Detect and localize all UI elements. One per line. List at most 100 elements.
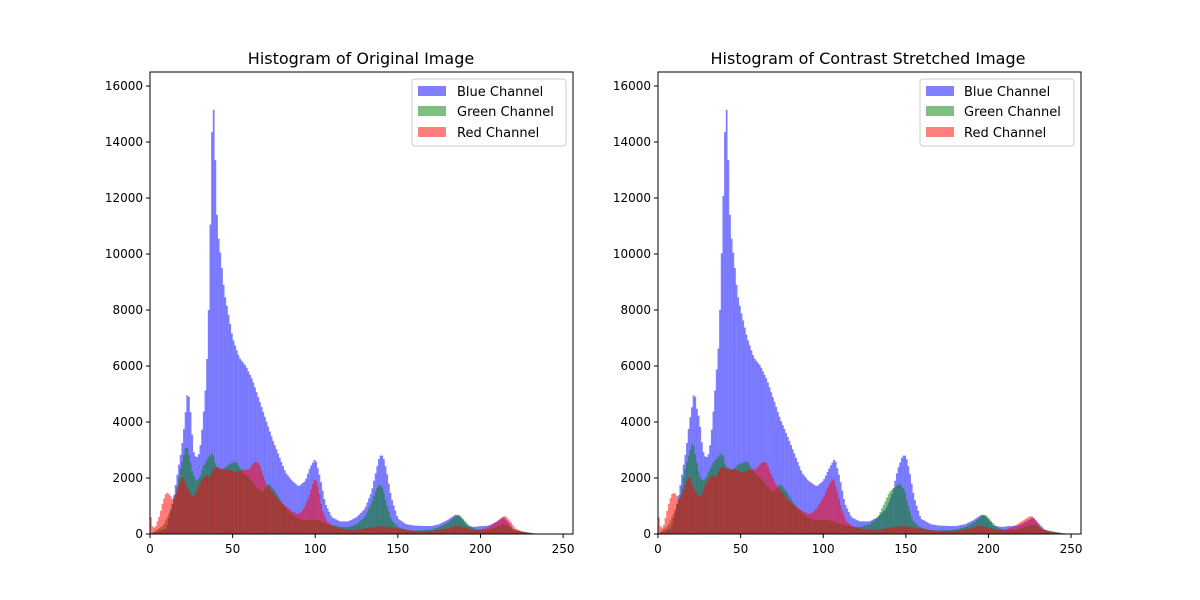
histogram-bar: [412, 531, 415, 534]
histogram-bar: [715, 369, 718, 534]
histogram-bar: [770, 474, 773, 534]
histogram-bar: [902, 526, 905, 534]
histogram-bar: [735, 284, 738, 534]
histogram-bar: [785, 497, 788, 534]
histogram-bar: [373, 526, 375, 534]
histogram-bar: [734, 469, 736, 534]
histogram-bar: [392, 505, 395, 534]
panel-stretched: Histogram of Contrast Stretched Image 0 5…: [613, 49, 1083, 556]
histogram-bar: [361, 528, 364, 534]
histogram-bar: [477, 529, 479, 534]
histogram-bar: [211, 471, 213, 534]
histogram-bar: [937, 531, 940, 534]
histogram-bar: [727, 469, 730, 534]
histogram-bar: [904, 526, 906, 534]
histogram-bar: [455, 515, 458, 534]
histogram-bar: [914, 527, 916, 534]
histogram-bar: [209, 224, 212, 534]
histogram-bar: [1009, 527, 1012, 534]
y-tick-label: 12000: [105, 191, 143, 205]
plot-frame-original: [149, 71, 574, 535]
histogram-bar: [407, 524, 410, 534]
histogram-bar: [818, 504, 821, 534]
histogram-bar: [458, 515, 461, 534]
histogram-bar: [743, 327, 746, 534]
histogram-bar: [796, 507, 799, 534]
histogram-bar: [709, 477, 712, 534]
histogram-bar: [179, 481, 182, 534]
histogram-bar: [730, 238, 733, 534]
histogram-bar: [833, 480, 835, 534]
histogram-bar: [454, 516, 456, 534]
histogram-bar: [297, 514, 299, 534]
histogram-bar: [422, 525, 425, 534]
histogram-bar: [288, 477, 291, 534]
histogram-bar: [882, 504, 885, 534]
histogram-bar: [717, 471, 720, 534]
histogram-bar: [1051, 532, 1054, 534]
histogram-bar: [232, 471, 235, 534]
histogram-bar: [904, 492, 906, 534]
histogram-bar: [371, 500, 374, 534]
legend-label-blue-original: Blue Channel: [457, 85, 543, 100]
histogram-bar: [265, 484, 268, 534]
histogram-bar: [1046, 530, 1049, 534]
histogram-bar: [259, 466, 261, 534]
histogram-bar: [907, 466, 910, 534]
histogram-bar: [889, 491, 892, 534]
histogram-bar: [278, 501, 281, 534]
histogram-bar: [919, 528, 921, 534]
histogram-bar: [216, 214, 218, 535]
histogram-bar: [791, 503, 794, 534]
histogram-bar: [369, 504, 372, 534]
histogram-bar: [420, 531, 423, 534]
x-tick-label: 50: [225, 542, 240, 556]
histogram-bar: [366, 527, 369, 534]
histogram-bar: [394, 510, 397, 534]
histogram-bar: [414, 531, 417, 534]
x-tick-label: 150: [386, 542, 409, 556]
histogram-bar: [772, 478, 774, 534]
histogram-bar: [700, 493, 703, 534]
histogram-bar: [834, 486, 837, 534]
histogram-bar: [1013, 526, 1016, 534]
histogram-bar: [948, 531, 951, 534]
histogram-bar: [928, 530, 931, 534]
histogram-bar: [752, 355, 754, 534]
histogram-bar: [945, 531, 948, 534]
histogram-bar: [790, 502, 792, 534]
y-tick-label: 10000: [613, 247, 651, 261]
histogram-bar: [525, 532, 527, 534]
histogram-bar: [848, 523, 850, 534]
histogram-bar: [1052, 532, 1055, 534]
histogram-bar: [897, 526, 900, 534]
histogram-bar: [305, 503, 308, 534]
histogram-bar: [472, 529, 475, 534]
histogram-bar: [704, 485, 707, 534]
histogram-bar: [270, 490, 273, 534]
histogram-bar: [816, 507, 819, 534]
histogram-bar: [330, 524, 332, 534]
histogram-bar: [824, 492, 827, 534]
histogram-bar: [437, 529, 440, 534]
histogram-bar: [273, 495, 276, 534]
histogram-bar: [463, 527, 466, 534]
histogram-bar: [780, 490, 783, 534]
histogram-bar: [280, 461, 283, 534]
histogram-bar: [516, 529, 519, 534]
histogram-bar: [282, 466, 284, 534]
histogram-bar: [521, 531, 524, 534]
histogram-bar: [297, 485, 299, 534]
histogram-bar: [950, 531, 953, 534]
histogram-bar: [942, 531, 944, 534]
x-tick-label: 50: [733, 542, 748, 556]
histogram-bar: [500, 517, 503, 534]
histogram-bar: [292, 511, 294, 534]
histogram-bar: [1011, 527, 1014, 534]
histogram-bar: [867, 529, 870, 534]
histogram-bar: [788, 440, 791, 534]
histogram-bar: [839, 505, 842, 534]
histogram-bar: [760, 367, 763, 534]
histogram-bar: [235, 472, 238, 534]
histogram-bar: [881, 508, 883, 534]
